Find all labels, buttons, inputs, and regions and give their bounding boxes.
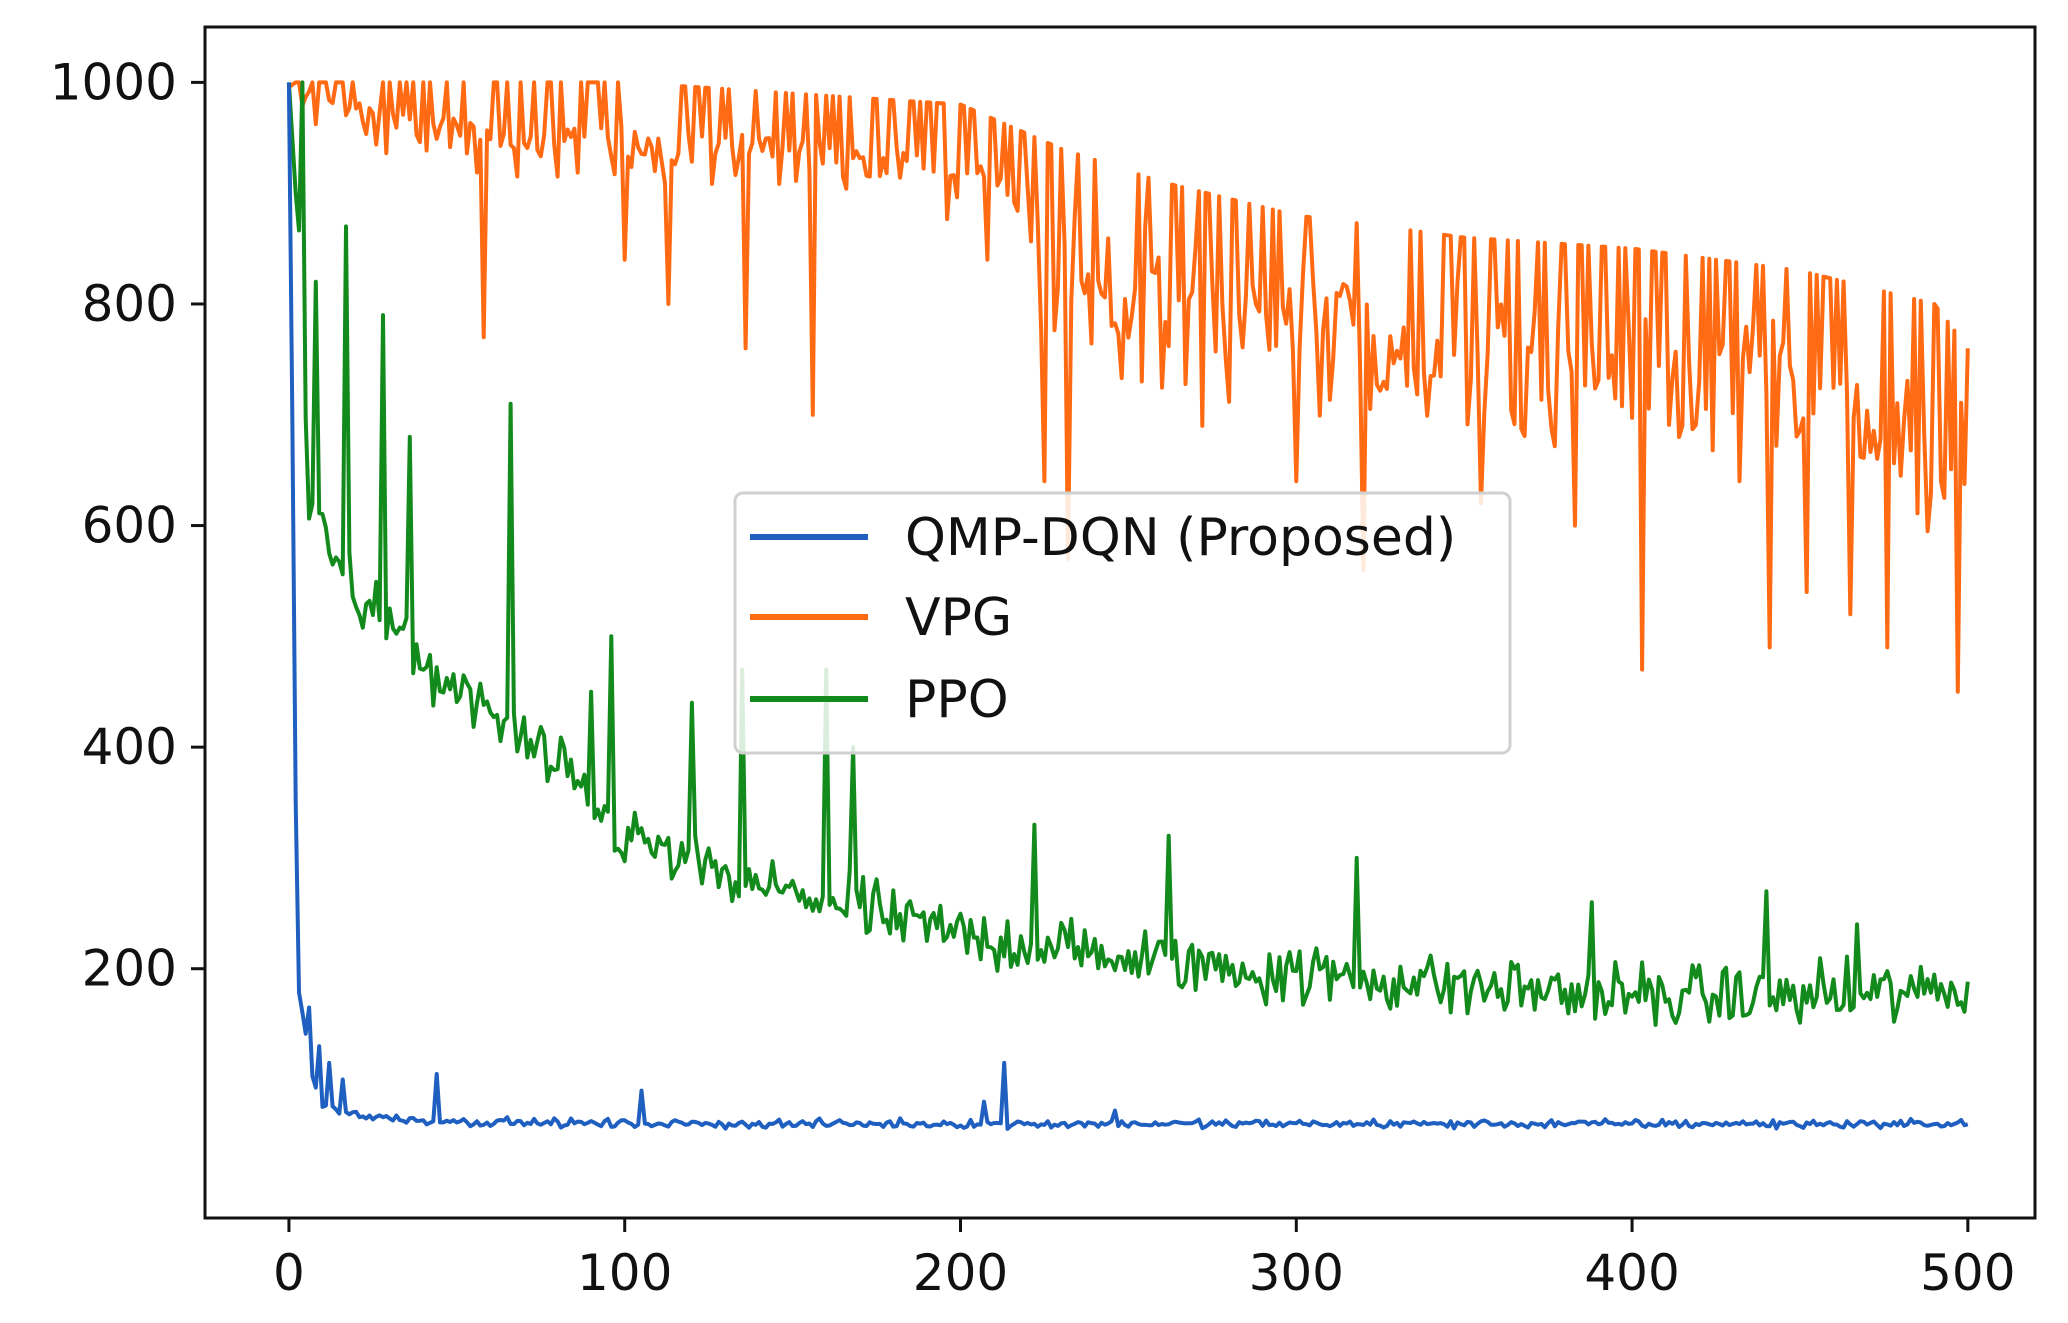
- legend-label-vpg: VPG: [905, 588, 1012, 648]
- y-tick-label: 1000: [50, 53, 177, 111]
- y-tick-label: 400: [82, 718, 177, 776]
- plot-frame: [203, 25, 2037, 1220]
- axes-layer: 0 100 200 300 400 500 200 400 600 800 1000: [50, 25, 2037, 1302]
- y-tick-label: 800: [82, 275, 177, 333]
- series-layer: [286, 80, 1970, 1131]
- x-tick-label: 400: [1584, 1244, 1679, 1302]
- series-line-ppo: [286, 80, 1970, 1027]
- legend-label-ppo: PPO: [905, 670, 1009, 730]
- y-tick-label: 600: [82, 497, 177, 555]
- x-tick-label: 300: [1249, 1244, 1344, 1302]
- legend-label-qmp-dqn: QMP-DQN (Proposed): [905, 508, 1456, 568]
- x-tick-label: 100: [577, 1244, 672, 1302]
- series-line-qmp-dqn-proposed: [286, 82, 1969, 1131]
- x-tick-label: 200: [913, 1244, 1008, 1302]
- legend-box: [733, 491, 1512, 755]
- legend: QMP-DQN (Proposed) VPG PPO: [733, 491, 1512, 755]
- x-tick-label: 0: [273, 1244, 305, 1302]
- series-line-vpg: [287, 80, 1970, 694]
- y-tick-label: 200: [82, 940, 177, 998]
- x-tick-label: 500: [1920, 1244, 2015, 1302]
